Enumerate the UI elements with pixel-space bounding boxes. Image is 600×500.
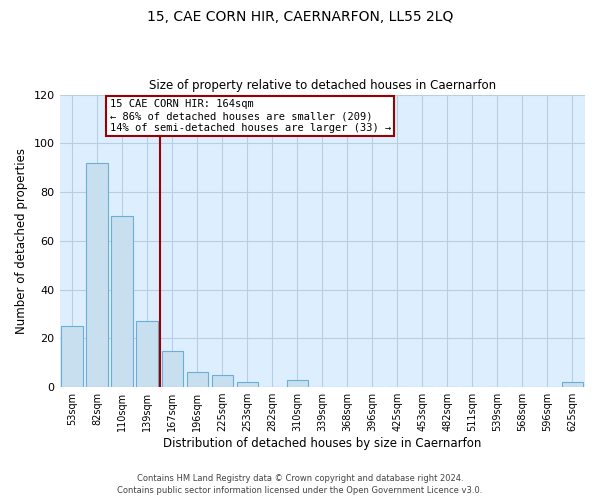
Bar bbox=[86, 163, 108, 387]
Bar bbox=[61, 326, 83, 387]
Text: Contains HM Land Registry data © Crown copyright and database right 2024.
Contai: Contains HM Land Registry data © Crown c… bbox=[118, 474, 482, 495]
Bar bbox=[112, 216, 133, 387]
Text: 15, CAE CORN HIR, CAERNARFON, LL55 2LQ: 15, CAE CORN HIR, CAERNARFON, LL55 2LQ bbox=[147, 10, 453, 24]
Bar bbox=[136, 322, 158, 387]
Y-axis label: Number of detached properties: Number of detached properties bbox=[15, 148, 28, 334]
Bar bbox=[187, 372, 208, 387]
Bar bbox=[287, 380, 308, 387]
Bar bbox=[212, 375, 233, 387]
Bar bbox=[161, 350, 183, 387]
Bar bbox=[562, 382, 583, 387]
Text: 15 CAE CORN HIR: 164sqm
← 86% of detached houses are smaller (209)
14% of semi-d: 15 CAE CORN HIR: 164sqm ← 86% of detache… bbox=[110, 100, 391, 132]
Title: Size of property relative to detached houses in Caernarfon: Size of property relative to detached ho… bbox=[149, 79, 496, 92]
X-axis label: Distribution of detached houses by size in Caernarfon: Distribution of detached houses by size … bbox=[163, 437, 481, 450]
Bar bbox=[236, 382, 258, 387]
